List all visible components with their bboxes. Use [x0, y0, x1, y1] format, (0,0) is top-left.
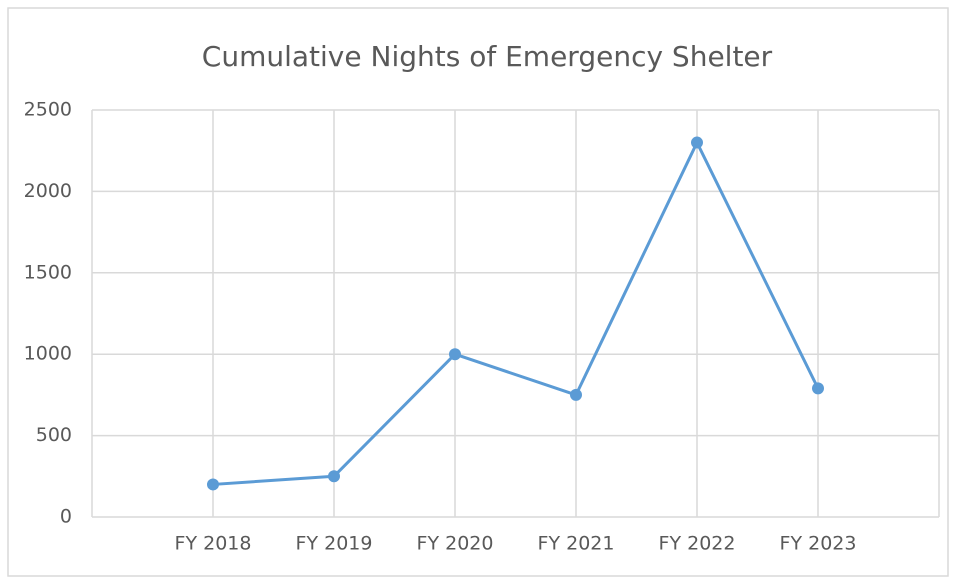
- x-tick-label: FY 2019: [296, 533, 373, 555]
- x-tick-label: FY 2021: [538, 533, 615, 555]
- y-tick-label: 0: [60, 506, 72, 528]
- y-tick-label: 500: [36, 424, 72, 446]
- marker: [449, 348, 461, 361]
- marker: [328, 470, 340, 483]
- marker: [812, 382, 824, 395]
- x-tick-label: FY 2022: [659, 533, 736, 555]
- x-tick-label: FY 2020: [417, 533, 494, 555]
- y-tick-label: 1500: [24, 261, 72, 283]
- marker: [207, 478, 219, 491]
- chart-frame: [7, 7, 949, 577]
- marker: [691, 136, 703, 149]
- marker: [570, 388, 582, 401]
- chart-title: Cumulative Nights of Emergency Shelter: [202, 40, 773, 73]
- line: [212, 141, 820, 486]
- y-tick-label: 2500: [24, 99, 72, 121]
- x-tick-label: FY 2018: [175, 533, 252, 555]
- x-tick-label: FY 2023: [780, 533, 857, 555]
- y-tick-label: 1000: [24, 343, 72, 365]
- y-tick-label: 2000: [24, 180, 72, 202]
